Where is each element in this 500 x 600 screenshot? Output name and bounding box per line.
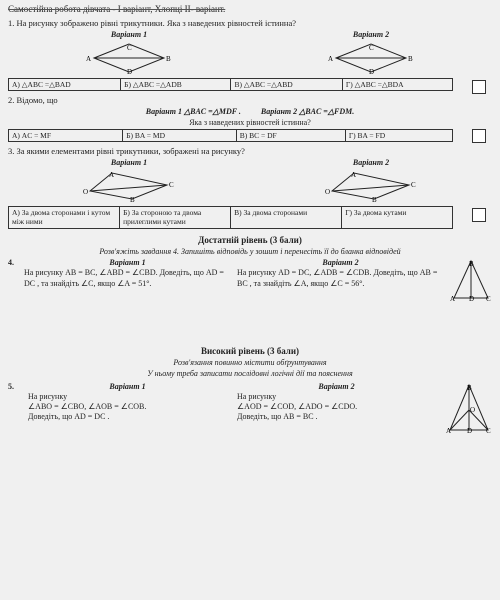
svg-text:B: B [408,55,413,63]
task4: 4. Варіант 1 На рисунку AB = BC, ∠ABD = … [8,258,492,302]
svg-text:B: B [130,196,135,203]
svg-text:D: D [127,68,132,75]
quad-1: O A C B [82,169,177,203]
task2-answer-box[interactable] [472,129,486,143]
task3-answer-box[interactable] [472,208,486,222]
task1-answer-box[interactable] [472,80,486,94]
svg-text:A: A [86,55,91,63]
v1: Варіант 1 [111,30,147,40]
task2: 2. Відомо, що Варіант 1 △BAC =△MDF . Вар… [8,95,492,142]
svg-text:B: B [467,384,472,392]
opt-g: Г) △ABC =△BDA [342,78,452,90]
svg-text:B: B [469,260,474,268]
task2-options: А) AC = MF Б) BA = MD В) BC = DF Г) BA =… [8,129,453,142]
task1-options: А) △ABC =△BAD Б) △ABC =△ADB В) △ABC =△AB… [8,78,453,91]
svg-text:C: C [369,44,374,52]
svg-text:O: O [83,188,88,196]
task3-figs: O A C B O A C B [8,169,492,203]
svg-text:C: C [486,295,491,302]
level-d: Достатній рівень (3 бали) [8,235,492,246]
task1: 1. На рисунку зображено рівні трикутники… [8,18,492,91]
svg-text:C: C [411,181,416,189]
triangle-5: B O A D C [446,382,492,434]
svg-text:A: A [328,55,333,63]
svg-text:C: C [486,427,491,434]
task1-figs: A B C D A B C D [8,41,492,75]
task3: 3. За якими елементами рівні трикутники,… [8,146,492,228]
svg-text:B: B [166,55,171,63]
svg-text:O: O [325,188,330,196]
rhombus-2: A B C D [326,41,416,75]
task1-head: 1. На рисунку зображено рівні трикутники… [8,18,492,29]
level-h-note2: У ньому треба записати послідовні логічн… [8,369,492,379]
svg-text:B: B [372,196,377,203]
svg-text:D: D [467,427,472,434]
rhombus-1: A B C D [84,41,174,75]
level-d-note: Розв'яжіть завдання 4. Запишіть відповід… [8,247,492,257]
svg-text:C: C [127,44,132,52]
svg-text:A: A [351,171,356,179]
svg-text:A: A [446,427,451,434]
svg-text:D: D [469,295,474,302]
opt-b: Б) △ABC =△ADB [121,78,231,90]
svg-text:A: A [450,295,455,302]
quad-2: O A C B [324,169,419,203]
v2: Варіант 2 [353,30,389,40]
task5: 5. Варіант 1 На рисунку ∠ABO = ∠CBO, ∠AO… [8,382,492,434]
level-h: Високий рівень (3 бали) [8,346,492,357]
task3-options: А) За двома сто­ронами і кутом між ними … [8,206,453,229]
opt-a: А) △ABC =△BAD [9,78,121,90]
opt-c: В) △ABC =△ABD [231,78,342,90]
svg-text:C: C [169,181,174,189]
task2-head: 2. Відомо, що [8,95,492,106]
svg-text:D: D [369,68,374,75]
svg-text:O: O [470,406,475,414]
crossed-title: Самостійна робота дівчата - І варіант, Х… [8,4,492,15]
task3-head: 3. За якими елементами рівні трикутники,… [8,146,492,157]
level-h-note1: Розв'язання повинно містити обґрунтуванн… [8,358,492,368]
triangle-4: B A D C [450,258,492,302]
svg-text:A: A [109,171,114,179]
task2-q: Яка з наведених рівностей істинна? [8,118,492,128]
